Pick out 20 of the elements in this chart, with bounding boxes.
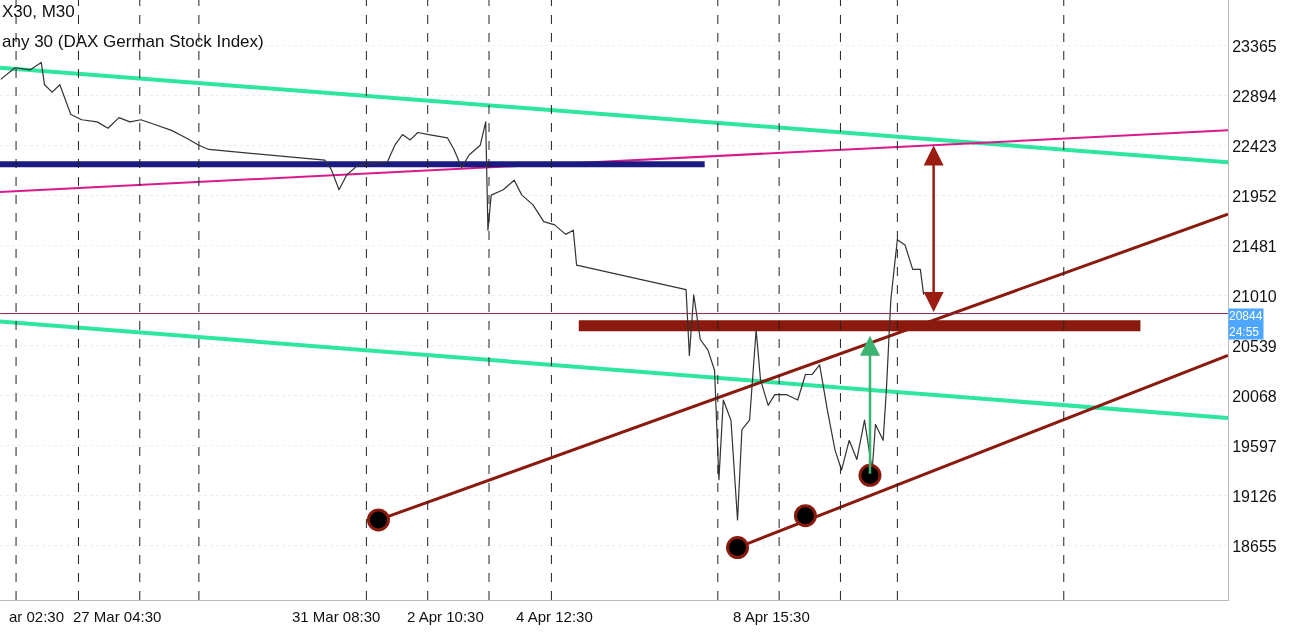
x-tick-label: ar 02:30 — [9, 608, 65, 625]
y-tick-label: 23365 — [1232, 37, 1277, 55]
x-tick-label: 27 Mar 04:30 — [73, 608, 162, 625]
y-tick-label: 19597 — [1232, 437, 1277, 455]
y-tick-label: 22423 — [1232, 137, 1277, 155]
y-tick-label: 18655 — [1232, 537, 1277, 555]
x-tick-label: 4 Apr 12:30 — [516, 608, 593, 625]
chart-title: X30, M30 — [2, 2, 75, 21]
x-tick-label: 31 Mar 08:30 — [292, 608, 381, 625]
y-tick-label: 20539 — [1232, 337, 1277, 355]
ref-line-label: 20844 24:55 — [1229, 309, 1263, 339]
y-tick-label: 20068 — [1232, 387, 1277, 405]
text: any 30 (DAX German Stock Index) — [2, 32, 264, 51]
y-tick-label: 21010 — [1232, 287, 1277, 305]
x-tick-label: 8 Apr 15:30 — [733, 608, 810, 625]
y-tick-label: 19126 — [1232, 487, 1277, 505]
x-tick-label: 2 Apr 10:30 — [407, 608, 484, 625]
y-tick-label: 22894 — [1232, 87, 1277, 105]
y-tick-label: 21481 — [1232, 237, 1277, 255]
y-tick-label: 21952 — [1232, 187, 1277, 205]
